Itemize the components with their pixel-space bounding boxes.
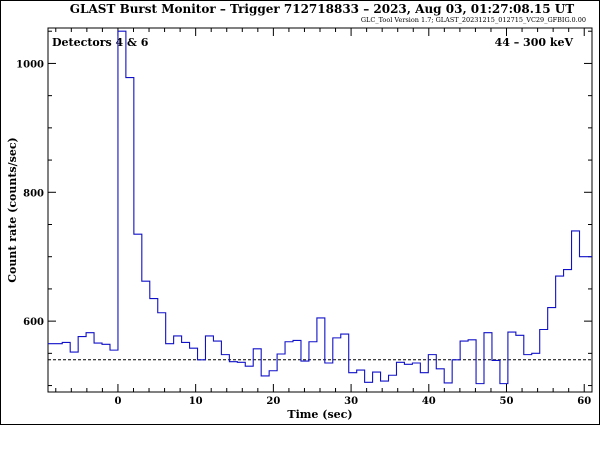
count-rate-series (48, 30, 592, 385)
chart-frame (0, 0, 600, 425)
x-axis-label: Time (sec) (287, 408, 352, 421)
y-axis-label: Count rate (counts/sec) (6, 137, 19, 282)
x-tick-label: 20 (266, 396, 280, 407)
series-layer (48, 30, 592, 385)
y-tick-label: 800 (23, 188, 44, 199)
y-tick-label: 600 (23, 317, 44, 328)
x-tick-label: 30 (344, 396, 358, 407)
axis-ticks: 0 10 20 30 40 50 60 600 800 1000 (16, 28, 592, 407)
y-tick-label: 1000 (16, 59, 44, 70)
chart-subtitle: GLC_Tool Version 1.7; GLAST_20231215_012… (361, 16, 586, 24)
x-tick-label: 0 (114, 396, 121, 407)
x-tick-label: 50 (500, 396, 514, 407)
chart-title: GLAST Burst Monitor – Trigger 712718833 … (70, 2, 574, 16)
x-tick-label: 40 (422, 396, 436, 407)
detectors-label: Detectors 4 & 6 (52, 36, 149, 49)
x-tick-label: 10 (189, 396, 203, 407)
x-tick-label: 60 (577, 396, 591, 407)
energy-range-label: 44 – 300 keV (495, 36, 574, 49)
